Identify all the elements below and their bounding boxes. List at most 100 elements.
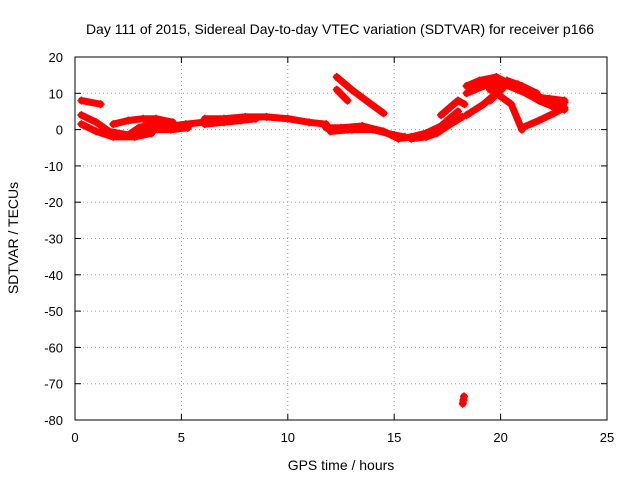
- chart-title: Day 111 of 2015, Sidereal Day-to-day VTE…: [86, 21, 594, 37]
- data-point: [560, 98, 569, 107]
- data-point: [343, 96, 352, 105]
- x-tick-label: 5: [178, 430, 185, 445]
- x-tick-label: 15: [387, 430, 401, 445]
- data-point: [528, 89, 537, 98]
- data-point: [500, 82, 509, 91]
- data-point: [92, 127, 101, 136]
- data-point: [479, 100, 488, 109]
- data-point: [379, 109, 388, 118]
- data-point: [368, 125, 377, 134]
- x-tick-label: 20: [493, 430, 507, 445]
- data-point: [539, 94, 548, 103]
- y-tick-label: -80: [44, 413, 63, 428]
- data-point: [534, 116, 543, 125]
- data-point: [332, 85, 341, 94]
- y-tick-label: 0: [56, 123, 63, 138]
- data-point: [139, 114, 148, 123]
- data-point: [459, 392, 468, 401]
- data-point: [109, 132, 118, 141]
- y-tick-label: -40: [44, 268, 63, 283]
- data-point: [109, 120, 118, 129]
- data-point: [445, 103, 454, 112]
- x-axis-label: GPS time / hours: [288, 457, 395, 473]
- data-point: [326, 127, 335, 136]
- data-point: [262, 112, 271, 121]
- data-point: [364, 98, 373, 107]
- data-point: [200, 120, 209, 129]
- data-point: [332, 72, 341, 81]
- series-trace: [201, 115, 260, 128]
- data-point: [422, 132, 431, 141]
- series-arc-18: [517, 103, 569, 132]
- data-point: [507, 100, 516, 109]
- y-tick-label: -50: [44, 304, 63, 319]
- x-tick-label: 0: [71, 430, 78, 445]
- data-point: [283, 114, 292, 123]
- grid: [75, 57, 607, 420]
- series-arc-12: [407, 112, 467, 143]
- series-arc-8: [332, 72, 388, 118]
- data-point: [151, 114, 160, 123]
- data-point: [454, 107, 463, 116]
- data-point: [92, 118, 101, 127]
- data-point: [219, 118, 228, 127]
- series-arc-7: [200, 114, 260, 129]
- data-point: [145, 125, 154, 134]
- y-tick-label: 20: [49, 50, 63, 65]
- series-arc-19: [485, 80, 569, 109]
- series-trace: [333, 86, 351, 105]
- data-point: [347, 125, 356, 134]
- data-point: [432, 129, 441, 138]
- data-point: [124, 116, 133, 125]
- series-arc-11: [326, 125, 409, 141]
- y-tick-label: -10: [44, 159, 63, 174]
- y-tick-label: -30: [44, 232, 63, 247]
- data-point: [236, 116, 245, 125]
- data-point: [77, 96, 86, 105]
- data-point: [485, 85, 494, 94]
- data-point: [130, 132, 139, 141]
- data-point: [96, 100, 105, 109]
- data-point: [390, 131, 399, 140]
- data-point: [492, 72, 501, 81]
- x-tick-label: 25: [600, 430, 614, 445]
- series-arc-1: [77, 96, 105, 109]
- data-point: [134, 129, 143, 138]
- series-outlier: [458, 392, 468, 408]
- data-point: [462, 82, 471, 91]
- data-series: [77, 72, 569, 408]
- series-arc-13: [437, 96, 469, 120]
- data-point: [475, 76, 484, 85]
- data-point: [77, 120, 86, 129]
- data-point: [183, 123, 192, 132]
- data-point: [551, 100, 560, 109]
- data-point: [322, 123, 331, 132]
- data-point: [77, 111, 86, 120]
- series-arc-4: [109, 114, 177, 129]
- series-arc-9: [332, 85, 352, 105]
- data-point: [437, 111, 446, 120]
- series-trace: [518, 104, 568, 132]
- data-point: [407, 134, 416, 143]
- data-point: [549, 109, 558, 118]
- series-trace: [333, 73, 388, 117]
- data-point: [485, 96, 494, 105]
- data-point: [479, 82, 488, 91]
- data-point: [347, 85, 356, 94]
- data-point: [513, 80, 522, 89]
- axis-ticks: 0 5 10 15 20 25 20 10 0 -10 -20 -30 -40 -50 -60 -70 -80: [44, 50, 614, 445]
- series-trace: [135, 124, 192, 137]
- data-point: [443, 121, 452, 130]
- data-point: [168, 118, 177, 127]
- data-point: [454, 96, 463, 105]
- y-tick-label: -60: [44, 340, 63, 355]
- data-point: [517, 123, 526, 132]
- data-point: [462, 89, 471, 98]
- y-tick-label: 10: [49, 86, 63, 101]
- data-point: [251, 114, 260, 123]
- data-point: [400, 132, 409, 141]
- data-point: [305, 118, 314, 127]
- data-point: [462, 111, 471, 120]
- series-arc-5: [134, 123, 192, 138]
